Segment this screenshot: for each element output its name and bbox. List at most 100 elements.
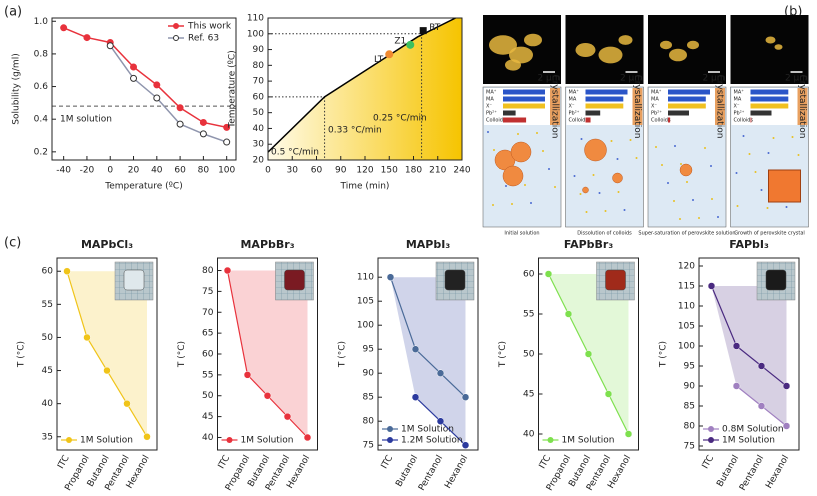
plot-frame [267, 17, 463, 161]
legend-marker [547, 437, 554, 443]
level-bar [668, 96, 706, 102]
x-tick-label: 120 [356, 166, 373, 176]
level-bar [668, 89, 710, 95]
ion-dot [492, 204, 494, 206]
y-axis-label: T (°C) [177, 341, 187, 368]
bar-label: Colloids [651, 118, 671, 124]
x-tick-label: 40 [151, 166, 163, 176]
y-tick-label: 35 [42, 432, 53, 442]
ion-dot [760, 189, 763, 191]
colloid-blob [509, 46, 533, 64]
x-tick-label: ITC [56, 454, 72, 471]
colloid [612, 172, 623, 184]
crystal [284, 269, 305, 291]
ion-dot [585, 211, 588, 213]
side-tab [632, 88, 643, 125]
ion-dot [661, 164, 663, 166]
side-label: Crystallization [797, 74, 807, 138]
y-tick-label: 90 [363, 369, 375, 379]
point-label: LT [374, 55, 384, 65]
side-label: Crystallization [550, 74, 560, 138]
y-tick-label: 45 [42, 366, 53, 376]
data-point [176, 104, 184, 112]
bar-label: MA⁺ [651, 90, 662, 96]
colloid [584, 138, 607, 162]
plot-frame [56, 257, 158, 451]
side-tab [715, 88, 725, 125]
ion-dot [511, 203, 513, 205]
ion-dot [698, 217, 700, 219]
ion-dot [592, 174, 595, 176]
perovskite-crystal [768, 169, 801, 203]
y-tick-label: 40 [42, 399, 54, 409]
ion-dot [767, 152, 770, 154]
x-tick-label: Butanol [715, 454, 741, 489]
colloid-blob [765, 36, 776, 44]
data-point [757, 362, 766, 370]
ion-dot [797, 154, 800, 156]
ion-dot [517, 133, 519, 135]
x-tick-label: 90 [335, 166, 347, 176]
ion-dot [487, 131, 489, 133]
data-point [199, 130, 207, 138]
level-bar [503, 117, 527, 123]
y-tick-label: 0.6 [34, 82, 49, 92]
caption: Super-saturation of perovskite solution [638, 231, 735, 237]
y-tick-label: 30 [253, 140, 265, 150]
data-point [153, 94, 161, 102]
level-bar [503, 89, 545, 95]
x-tick-label: ITC [380, 454, 396, 471]
ion-dot [711, 198, 713, 200]
ion-dot [679, 218, 681, 220]
y-tick-label: 60 [202, 350, 214, 360]
data-point [584, 350, 593, 358]
bar-label: X⁻ [651, 104, 657, 110]
x-tick-label: 60 [311, 166, 323, 176]
y-tick-label: 105 [678, 322, 695, 332]
y-axis-label: T (°C) [659, 341, 669, 368]
rate-annotation: 0.33 °C/min [328, 126, 382, 136]
data-point [707, 282, 716, 290]
y-tick-label: 1.0 [34, 17, 49, 27]
reference-label: 1M solution [60, 115, 112, 125]
bar-label: Pb²⁺ [569, 111, 580, 117]
ion-dot [635, 157, 638, 159]
y-tick-label: 55 [523, 310, 534, 320]
plot-area [268, 18, 462, 160]
y-tick-label: 95 [684, 362, 695, 372]
x-axis-label: Temperature (ºC) [104, 182, 182, 192]
y-tick-label: 95 [363, 345, 374, 355]
level-bar [668, 103, 706, 109]
bar-label: X⁻ [486, 104, 492, 110]
data-point [564, 310, 573, 318]
level-bar [503, 103, 545, 109]
level-bar [668, 110, 689, 116]
level-bar [750, 89, 789, 95]
series-line [710, 285, 787, 387]
level-bar [585, 89, 628, 95]
region-fill [67, 271, 147, 437]
bar-label: MA [734, 97, 742, 103]
y-tick-label: 60 [253, 92, 265, 102]
legend-marker [173, 35, 179, 41]
data-point [263, 391, 272, 400]
ion-dot [704, 147, 706, 149]
x-tick-label: Hexanol [443, 454, 470, 491]
y-tick-label: 0.4 [34, 115, 49, 125]
ion-dot [686, 181, 688, 183]
x-tick-label: 100 [218, 166, 235, 176]
x-tick-label: -40 [56, 166, 71, 176]
colloid [502, 165, 524, 187]
data-point [604, 390, 613, 398]
scale-label: 2 µm [702, 74, 725, 84]
state-point [406, 40, 415, 49]
x-tick-label: 0 [107, 166, 113, 176]
colloid-blob [505, 59, 521, 71]
crystal [765, 269, 787, 291]
area-fill [268, 18, 462, 160]
ion-dot [493, 149, 495, 151]
y-tick-label: 85 [684, 402, 695, 412]
y-tick-label: 100 [357, 321, 374, 331]
x-tick-label: 180 [405, 166, 422, 176]
